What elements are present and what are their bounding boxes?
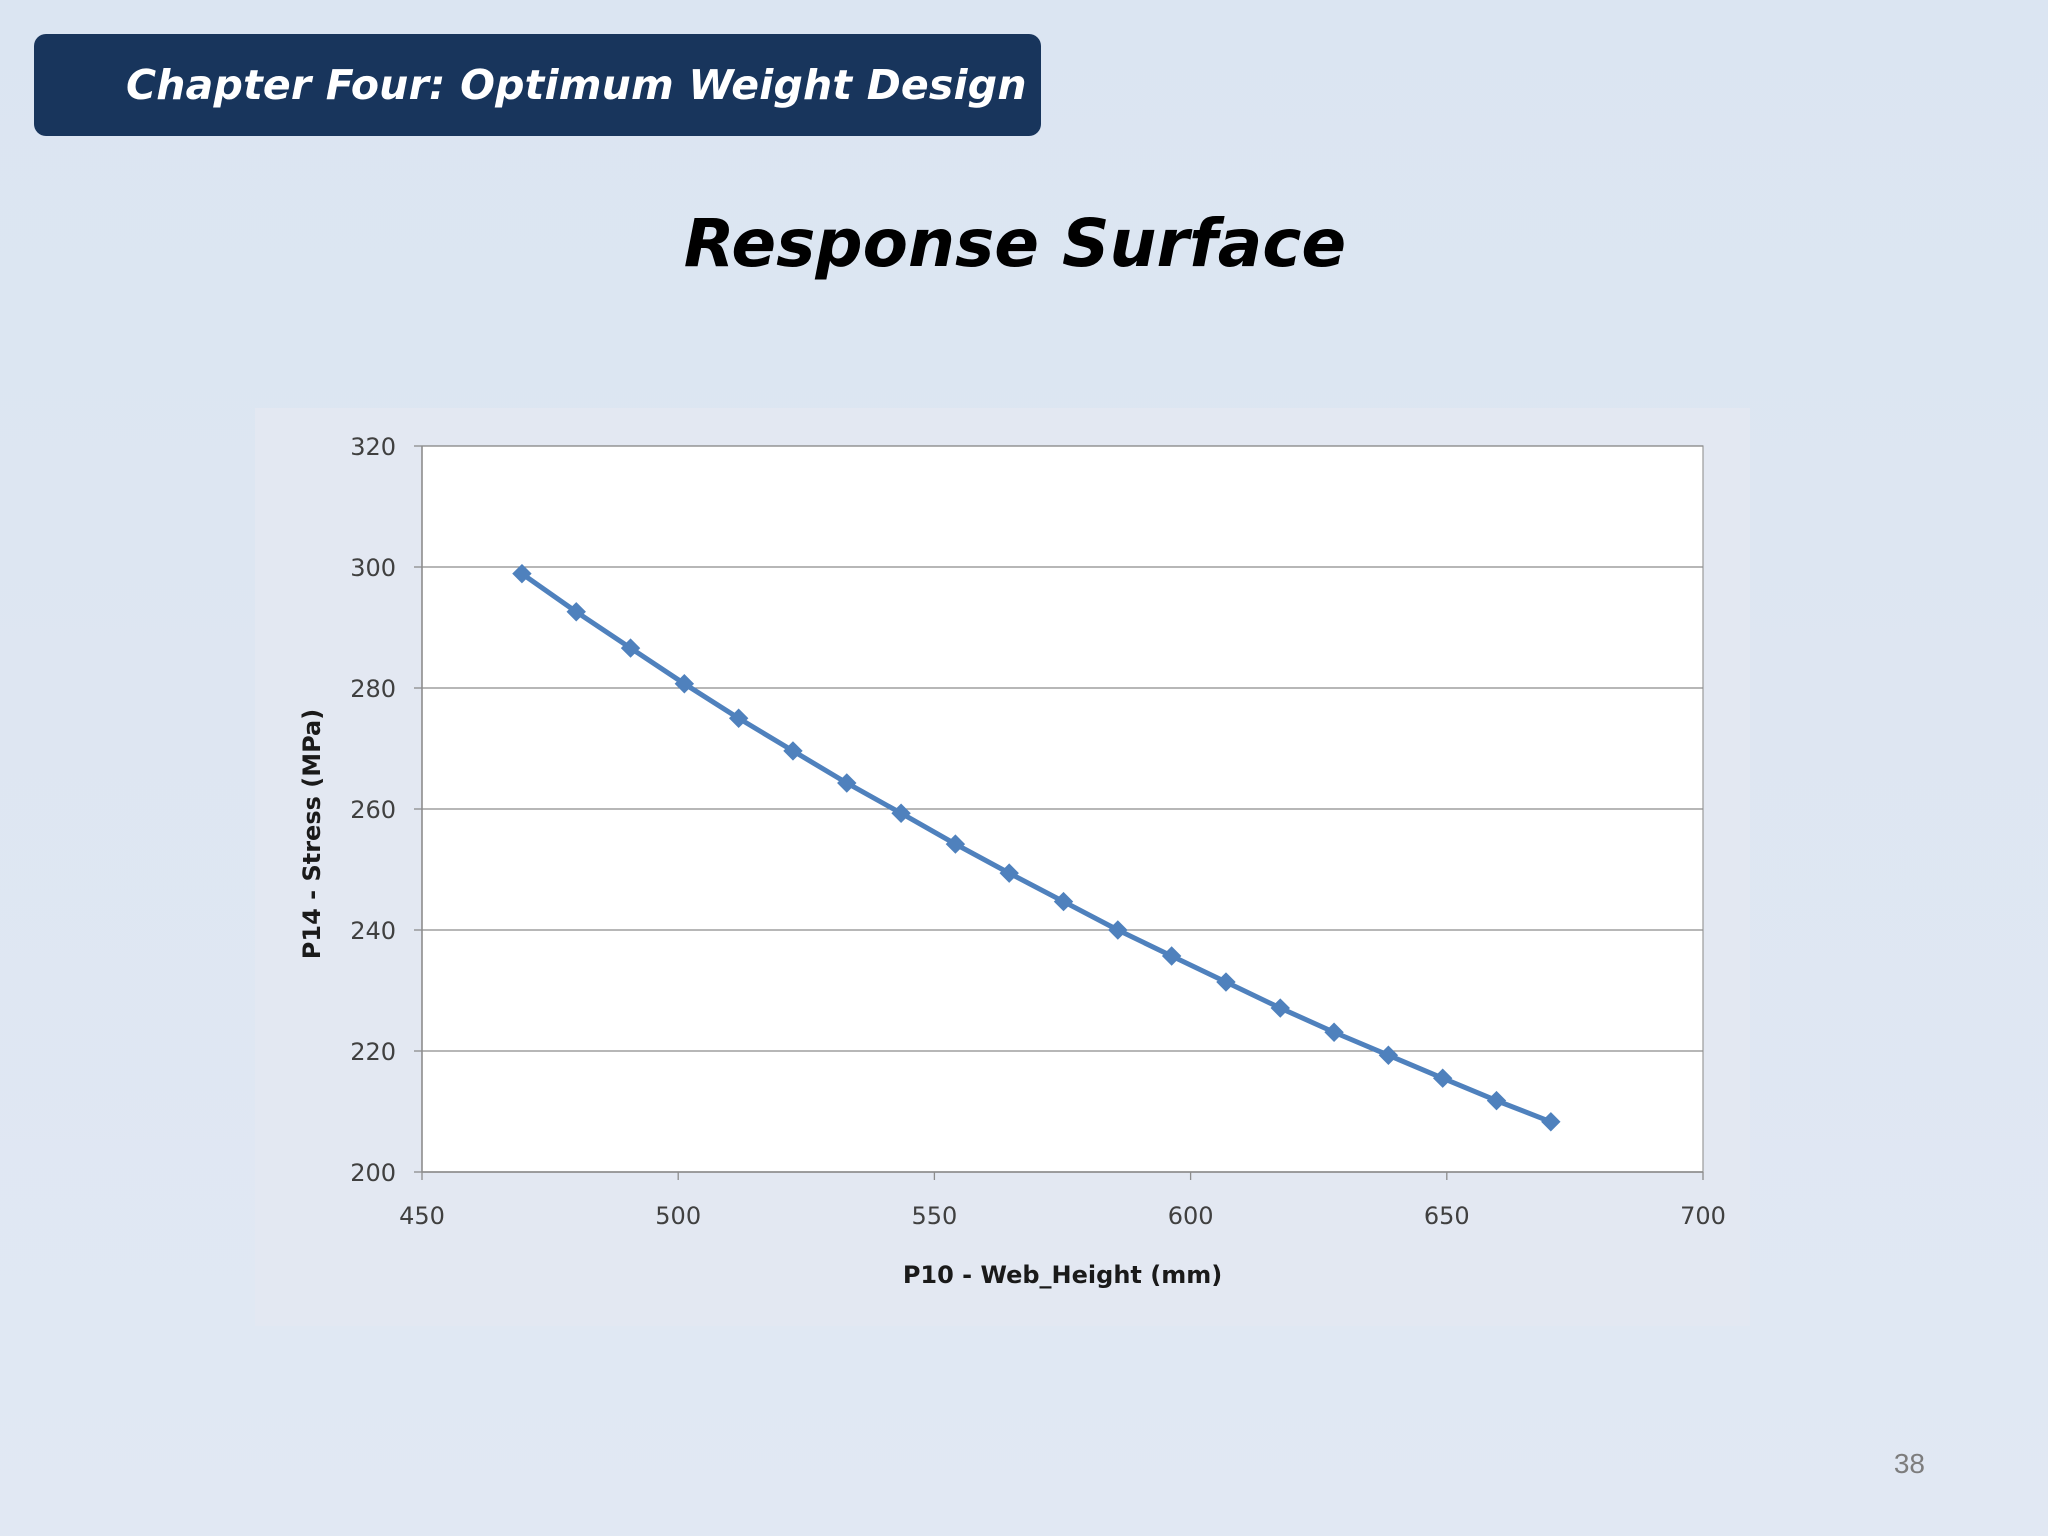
y-tick-label: 220 (350, 1038, 396, 1066)
data-point (566, 602, 586, 622)
y-tick-label: 240 (350, 917, 396, 945)
data-point (1216, 972, 1236, 992)
y-tick-label: 320 (350, 433, 396, 461)
x-axis-title: P10 - Web_Height (mm) (903, 1261, 1222, 1289)
x-tick-label: 500 (655, 1202, 701, 1230)
data-point (1541, 1112, 1561, 1132)
x-tick-label: 650 (1424, 1202, 1470, 1230)
y-tick-label: 200 (350, 1159, 396, 1187)
data-point (1270, 998, 1290, 1018)
data-point (783, 741, 803, 761)
data-point (1324, 1022, 1344, 1042)
data-point (674, 674, 695, 694)
response-surface-chart: 200 220 240 260 280 300 320 450 500 550 600 650 700 P… (298, 433, 1726, 1289)
y-axis-title: P14 - Stress (MPa) (298, 709, 326, 959)
slide-title: Response Surface (683, 205, 1347, 282)
y-tick-label: 280 (350, 675, 396, 703)
y-tick-label: 300 (350, 554, 396, 582)
data-point (1378, 1045, 1399, 1065)
data-point (891, 803, 911, 823)
chapter-title: Chapter Four: Optimum Weight Design (126, 61, 1027, 109)
y-tick-label: 260 (350, 796, 396, 824)
page-number: 38 (1893, 1448, 1925, 1479)
x-tick-label: 600 (1168, 1202, 1214, 1230)
x-tick-label: 700 (1680, 1202, 1726, 1230)
x-tick-label: 450 (399, 1202, 445, 1230)
data-point (512, 563, 532, 584)
chart-area: 200 220 240 260 280 300 320 450 500 550 600 650 700 P… (255, 408, 1750, 1326)
data-point (620, 638, 641, 658)
data-point (999, 863, 1019, 883)
x-tick-label: 550 (911, 1202, 957, 1230)
data-point (1053, 891, 1074, 912)
data-point (1108, 920, 1128, 940)
data-point (1432, 1068, 1453, 1088)
data-point (1486, 1090, 1507, 1111)
chapter-banner: Chapter Four: Optimum Weight Design (34, 34, 1041, 136)
data-point (728, 708, 749, 728)
data-point (945, 834, 966, 854)
series-line (519, 571, 1554, 1125)
data-point (837, 773, 857, 793)
data-point (1161, 946, 1182, 966)
